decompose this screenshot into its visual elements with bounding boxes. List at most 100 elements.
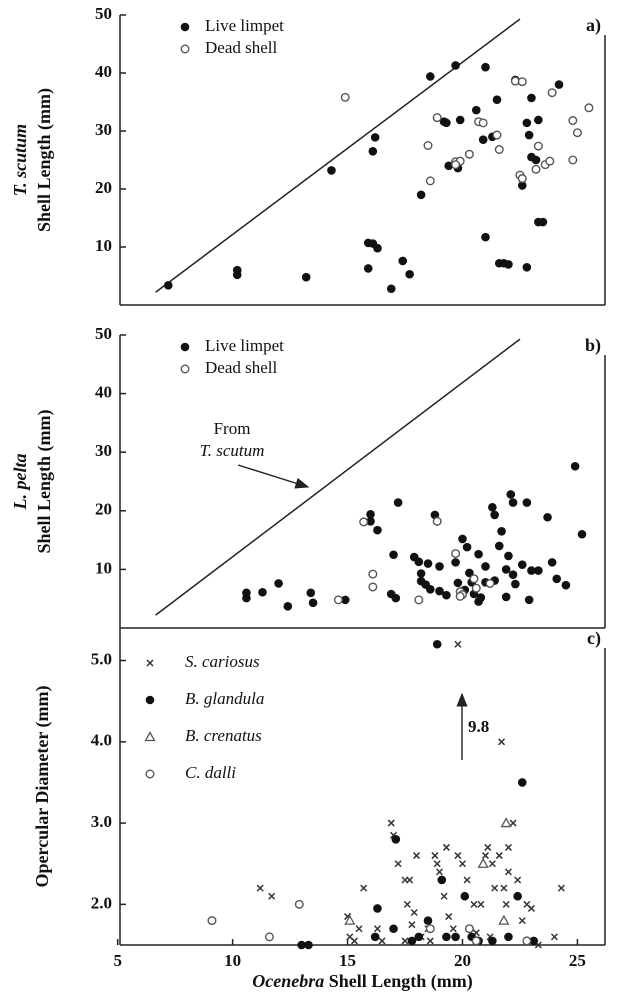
point bbox=[522, 936, 532, 946]
x-tick-label: 5 bbox=[113, 951, 122, 970]
legend-marker bbox=[145, 695, 155, 705]
point bbox=[403, 900, 411, 908]
annotation-arrow bbox=[237, 464, 310, 489]
panel-label: b) bbox=[585, 335, 601, 356]
point bbox=[274, 579, 283, 588]
point bbox=[366, 510, 375, 519]
legend-marker bbox=[180, 22, 190, 32]
point bbox=[471, 936, 481, 946]
point bbox=[511, 579, 520, 589]
panel-label: a) bbox=[586, 15, 601, 36]
legend-label: Live limpet bbox=[205, 16, 284, 35]
x-tick-label: 15 bbox=[339, 951, 356, 970]
point bbox=[370, 133, 380, 142]
y-label: Shell Length (mm) bbox=[34, 88, 55, 232]
y-tick-label: 10 bbox=[95, 558, 112, 577]
point bbox=[476, 593, 486, 602]
point bbox=[568, 116, 578, 126]
x-tick-label: 10 bbox=[224, 951, 241, 970]
point bbox=[242, 593, 251, 603]
point bbox=[500, 817, 512, 828]
point bbox=[386, 284, 396, 294]
point bbox=[522, 263, 532, 272]
point bbox=[504, 260, 513, 269]
legend-marker bbox=[146, 659, 154, 667]
point bbox=[460, 891, 470, 901]
x-label-italic: Ocenebra bbox=[252, 971, 324, 991]
point bbox=[435, 586, 444, 596]
point bbox=[406, 876, 414, 884]
point bbox=[264, 932, 274, 942]
point bbox=[297, 940, 306, 950]
y-label: Opercular Diameter (mm) bbox=[32, 686, 53, 888]
point bbox=[344, 914, 356, 925]
point bbox=[534, 115, 543, 125]
point bbox=[435, 562, 444, 571]
point bbox=[432, 516, 442, 526]
x-label: Ocenebra Shell Length (mm) bbox=[252, 971, 472, 992]
point bbox=[442, 118, 451, 128]
point bbox=[545, 156, 555, 166]
point bbox=[408, 921, 416, 929]
point bbox=[207, 916, 217, 926]
point bbox=[360, 884, 368, 892]
point bbox=[268, 892, 276, 900]
point bbox=[163, 280, 173, 290]
point bbox=[373, 925, 381, 933]
legend-marker bbox=[180, 44, 190, 54]
point bbox=[423, 559, 433, 568]
reference-line bbox=[155, 338, 521, 616]
y-tick-label: 5.0 bbox=[91, 649, 112, 668]
point bbox=[464, 149, 474, 159]
point bbox=[504, 868, 512, 876]
legend-label: Dead shell bbox=[205, 38, 278, 57]
legend-marker bbox=[145, 769, 155, 779]
point bbox=[425, 176, 435, 186]
point bbox=[426, 937, 434, 945]
point bbox=[432, 113, 442, 123]
legend-label: S. cariosus bbox=[185, 652, 260, 671]
point bbox=[454, 640, 462, 648]
point bbox=[393, 498, 403, 507]
point bbox=[501, 565, 511, 574]
point bbox=[527, 93, 536, 103]
point bbox=[368, 569, 378, 579]
x-label-text: Shell Length (mm) bbox=[329, 971, 473, 992]
point bbox=[517, 174, 527, 184]
point bbox=[463, 876, 471, 884]
point bbox=[471, 105, 481, 115]
y-label: Shell Length (mm) bbox=[34, 409, 55, 553]
point bbox=[524, 595, 534, 605]
point bbox=[577, 529, 587, 539]
point bbox=[423, 140, 433, 150]
point bbox=[373, 904, 382, 913]
point bbox=[442, 843, 450, 851]
y-tick-label: 30 bbox=[95, 120, 112, 139]
legend-label: C. dalli bbox=[185, 763, 236, 782]
point bbox=[368, 582, 378, 592]
point bbox=[481, 232, 490, 242]
point bbox=[462, 542, 472, 552]
point bbox=[340, 92, 350, 102]
point bbox=[547, 558, 557, 567]
point bbox=[492, 130, 502, 140]
point bbox=[442, 932, 451, 942]
point bbox=[366, 517, 375, 526]
point bbox=[306, 588, 316, 598]
y-tick-label: 50 bbox=[95, 324, 112, 343]
point bbox=[355, 925, 363, 933]
point bbox=[423, 916, 433, 925]
point bbox=[508, 498, 518, 507]
point bbox=[474, 549, 483, 559]
legend-label: Dead shell bbox=[205, 358, 278, 377]
y-tick-label: 3.0 bbox=[91, 812, 112, 831]
annotation: From bbox=[214, 419, 251, 438]
point bbox=[458, 860, 467, 868]
point bbox=[391, 593, 401, 603]
point bbox=[256, 884, 264, 892]
point bbox=[301, 272, 311, 282]
y-tick-label: 40 bbox=[95, 62, 112, 81]
point bbox=[506, 490, 516, 499]
point bbox=[513, 891, 522, 901]
point bbox=[498, 738, 506, 746]
